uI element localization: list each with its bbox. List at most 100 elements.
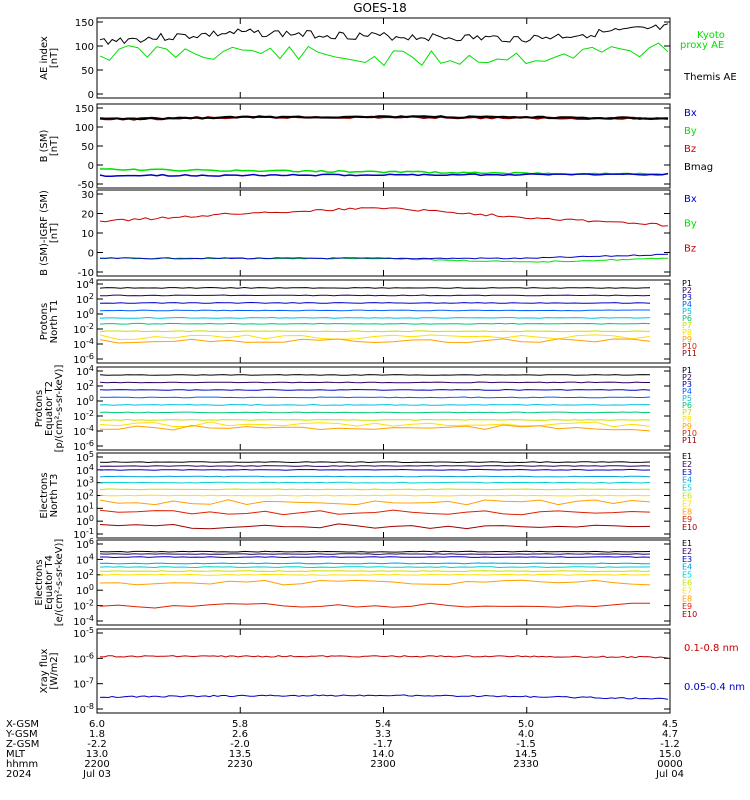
y-axis-label: Equator T4 [44, 555, 55, 610]
panel-ee [96, 539, 671, 626]
series-p6 [99, 411, 651, 414]
legend-entry: E5 [682, 571, 692, 580]
y-axis-label: [e/(cm²-s-sr-keV)] [54, 539, 65, 627]
y-tick-label: 30 [81, 190, 94, 201]
series-p4 [99, 396, 651, 399]
ephemeris-label: 2024 [6, 769, 31, 780]
series-p5 [99, 403, 651, 406]
series-xray-1 [99, 694, 669, 700]
ephemeris-value: 2.6 [232, 729, 248, 740]
series-e4 [99, 562, 650, 565]
ephemeris-value: 5.4 [375, 719, 391, 730]
panel-bigrf [96, 189, 671, 277]
series-p6 [99, 322, 651, 325]
ephemeris-value: 1.8 [89, 729, 105, 740]
y-tick-label: -10 [78, 268, 94, 279]
legend-entry: Bz [684, 243, 696, 254]
series-e9 [99, 602, 650, 609]
y-tick-label: 100 [75, 42, 94, 53]
y-tick-label: 10-8 [73, 702, 94, 716]
y-tick-label: 10-5 [73, 626, 94, 640]
ephemeris-value: -1.2 [660, 739, 680, 750]
series-e8 [99, 499, 651, 506]
y-axis-label: Electrons [39, 472, 50, 518]
legend-entry: E2 [682, 547, 692, 556]
legend-entry: E1 [682, 539, 692, 548]
y-tick-label: 102 [76, 568, 94, 582]
legend-entry: E8 [682, 507, 692, 516]
legend-entry: P7 [682, 408, 692, 417]
series-p9 [99, 338, 651, 344]
legend-entry: P6 [682, 314, 692, 323]
ephemeris-value: 2330 [513, 759, 538, 770]
legend-entry: E6 [682, 579, 692, 588]
ephemeris-value: 2300 [370, 759, 395, 770]
y-axis-label: Protons [39, 303, 50, 340]
legend-entry: P9 [682, 335, 692, 344]
series-p4 [99, 309, 650, 312]
y-tick-label: 10-6 [73, 352, 94, 366]
y-axis-label: B (SM)-IGRF (SM) [39, 190, 50, 276]
series-e1 [99, 550, 651, 553]
legend-entry: 0.05-0.4 nm [684, 682, 745, 693]
legend-entry: E5 [682, 484, 692, 493]
series-e2 [99, 465, 651, 467]
legend-entry: E7 [682, 499, 692, 508]
y-tick-label: 10-4 [73, 614, 94, 628]
y-axis-label: Electrons [34, 559, 45, 605]
ephemeris-value: 4.7 [662, 729, 678, 740]
y-tick-label: 10-6 [73, 439, 94, 453]
panel-xray [96, 628, 671, 714]
series-p3 [99, 301, 651, 304]
series-p1 [99, 374, 651, 376]
y-tick-label: 105 [76, 450, 94, 464]
y-axis-label: B (SM) [39, 129, 50, 162]
legend-entry: E6 [682, 492, 692, 501]
legend-entry: Kyoto [697, 30, 725, 41]
legend-entry: By [684, 126, 697, 137]
legend-entry: P11 [682, 349, 697, 358]
legend-entry: P10 [682, 342, 697, 351]
y-tick-label: 102 [76, 489, 94, 503]
y-tick-label: 0 [88, 90, 94, 101]
series-p3 [99, 388, 651, 391]
panel-pe [96, 366, 671, 451]
series-bx [99, 172, 669, 178]
legend-entry: E3 [682, 468, 692, 477]
ephemeris-value: 4.5 [662, 719, 678, 730]
legend-entry: E7 [682, 586, 692, 595]
y-tick-label: 100 [76, 394, 94, 408]
y-tick-label: 10-2 [73, 599, 94, 613]
y-tick-label: 102 [76, 292, 94, 306]
ephemeris-value: -2.2 [87, 739, 107, 750]
series-kyoto-proxy-ae [99, 42, 669, 67]
y-axis-label: [nT] [49, 223, 60, 243]
series-e1 [99, 461, 651, 464]
y-tick-label: 10-2 [73, 409, 94, 423]
ephemeris-value: -2.0 [230, 739, 250, 750]
series-e3 [99, 468, 651, 471]
y-tick-label: 150 [75, 104, 94, 115]
legend-entry: E10 [682, 523, 697, 532]
panel-frame [96, 189, 671, 277]
series-bmag [99, 115, 669, 121]
series-e6 [99, 488, 651, 491]
legend-entry: Bx [684, 108, 697, 119]
y-tick-label: 104 [76, 463, 94, 477]
ephemeris-value: 4.0 [518, 729, 534, 740]
y-axis-label: North T1 [49, 300, 60, 344]
legend-entry: E4 [682, 563, 692, 572]
series-bz [99, 207, 669, 227]
legend-entry: Bx [684, 194, 697, 205]
y-axis-label: Equator T2 [44, 381, 55, 436]
legend-entry: P5 [682, 307, 692, 316]
legend-entry: E4 [682, 476, 692, 485]
legend-entry: Themis AE [683, 72, 737, 83]
y-tick-label: 0 [88, 161, 94, 172]
y-axis-label: [nT] [49, 136, 60, 156]
legend-entry: P5 [682, 394, 692, 403]
ephemeris-value: 14.5 [515, 749, 537, 760]
series-e7 [99, 573, 651, 576]
